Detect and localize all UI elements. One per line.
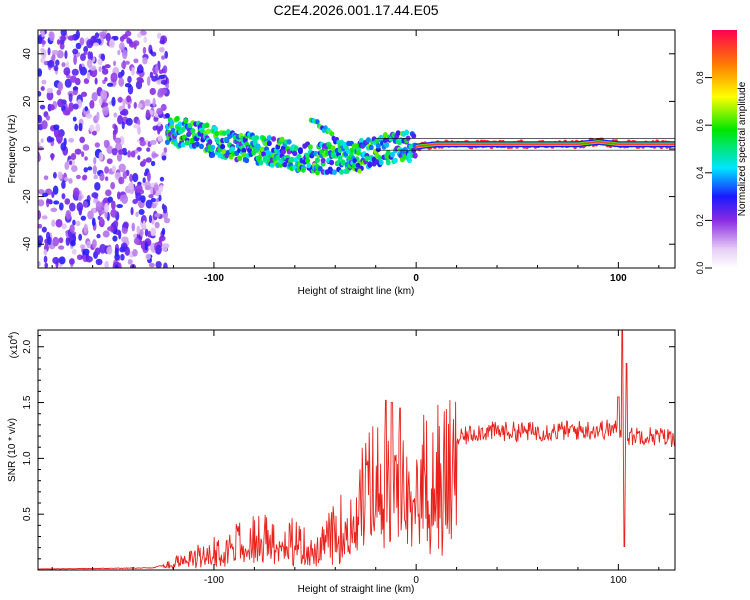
svg-text:-100: -100 — [204, 273, 224, 284]
svg-text:0: 0 — [413, 575, 419, 586]
svg-text:0: 0 — [413, 273, 419, 284]
snr-ytick: 2.0 — [22, 339, 675, 354]
spectrogram-ylabel: Frequency (Hz) — [7, 115, 18, 184]
colorbar-tick: 0.0 — [695, 262, 712, 275]
spectrogram-panel: -100 0 100 -40 -20 0 20 40 Height of straight l… — [7, 29, 676, 297]
snr-series-line — [38, 330, 675, 570]
snr-ytick: 1.5 — [22, 395, 675, 410]
svg-text:40: 40 — [22, 48, 33, 60]
snr-xtick: 100 — [610, 330, 627, 586]
spectrogram-xtick: 100 — [610, 30, 627, 284]
spectrogram-ytick: 0 — [22, 146, 675, 152]
svg-text:20: 20 — [22, 95, 33, 107]
colorbar-tick: 0.6 — [695, 119, 712, 132]
spectrogram-ytick: 40 — [22, 48, 675, 60]
snr-panel: -100 0 100 0.5 1.0 1.5 2.0 Height of straight … — [7, 329, 676, 595]
svg-text:-40: -40 — [22, 237, 33, 252]
spectrogram-xtick: 0 — [413, 30, 419, 284]
spectrogram-ridge — [164, 112, 675, 176]
svg-text:-20: -20 — [22, 189, 33, 204]
svg-text:100: 100 — [610, 575, 627, 586]
colorbar-tick: 0.8 — [695, 71, 712, 84]
figure-title: C2E4.2026.001.17.44.E05 — [273, 2, 438, 18]
spectrogram-ytick: -20 — [22, 189, 675, 204]
svg-text:0.4: 0.4 — [695, 167, 705, 180]
snr-ytick: 1.0 — [22, 451, 675, 465]
snr-frame — [37, 329, 676, 571]
snr-xtick: 0 — [413, 330, 419, 586]
spectrogram-ytick: -40 — [22, 237, 675, 252]
spectrogram-noise-region — [38, 30, 171, 268]
colorbar-tick: 0.2 — [695, 214, 712, 227]
spectrogram-ytick: 20 — [22, 95, 675, 107]
svg-text:1.0: 1.0 — [22, 451, 33, 465]
svg-text:(x104): (x104) — [8, 332, 20, 359]
svg-text:0.5: 0.5 — [22, 507, 33, 521]
colorbar-tick: 0.4 — [695, 167, 712, 180]
svg-text:0.6: 0.6 — [695, 119, 705, 132]
svg-text:2.0: 2.0 — [22, 339, 33, 353]
colorbar-label: Normalized spectral amplitude — [737, 81, 748, 216]
snr-scale-prefix: (x10 — [9, 338, 20, 358]
snr-ylabel: SNR (10 * v/v) — [7, 418, 18, 482]
colorbar: 0.0 0.2 0.4 0.6 0.8 Normalized spectral ampl… — [695, 30, 748, 274]
svg-text:0: 0 — [22, 146, 33, 152]
spectrogram-xtick: -100 — [204, 30, 224, 284]
spectrogram-xlabel: Height of straight line (km) — [298, 286, 415, 297]
svg-text:-100: -100 — [204, 575, 224, 586]
svg-text:1.5: 1.5 — [22, 395, 33, 409]
svg-text:0.0: 0.0 — [695, 262, 705, 275]
snr-xtick: -100 — [204, 330, 224, 586]
svg-text:0.8: 0.8 — [695, 71, 705, 84]
svg-text:0.2: 0.2 — [695, 214, 705, 227]
snr-scale-exponent: 4 — [8, 335, 15, 339]
snr-xlabel: Height of straight line (km) — [298, 584, 415, 595]
spectrogram-branch — [308, 117, 362, 174]
svg-text:100: 100 — [610, 273, 627, 284]
snr-ytick: 0.5 — [22, 507, 675, 521]
colorbar-gradient — [712, 30, 737, 268]
snr-scale-label: (x104) — [8, 332, 20, 359]
